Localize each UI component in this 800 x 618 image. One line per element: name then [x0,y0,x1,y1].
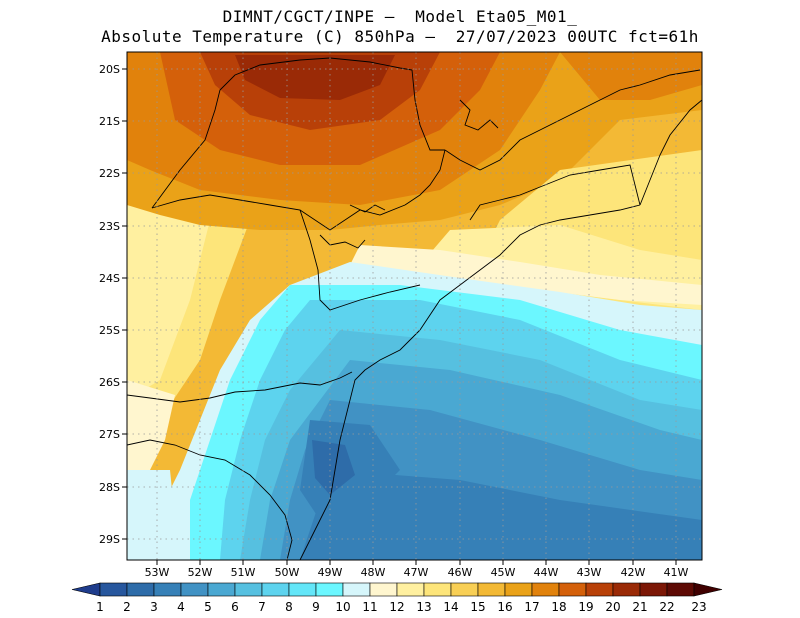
colorbar-label: 14 [443,600,458,614]
colorbar-label: 10 [335,600,350,614]
colorbar-label: 7 [258,600,266,614]
borders-and-coastline [127,57,702,560]
colorbar-right-arrow [693,582,723,597]
map-gridlines [127,52,702,560]
lon-label-50w: 50W [275,566,300,579]
colorbar-segment [261,582,290,597]
colorbar-segment [369,582,398,597]
lat-label-22s: 22S [99,167,120,180]
lon-label-47w: 47W [404,566,429,579]
colorbar-label: 22 [659,600,674,614]
colorbar-label: 5 [204,600,212,614]
temperature-colorbar [71,582,723,597]
colorbar-segment [504,582,533,597]
colorbar-segment [450,582,479,597]
lon-label-52w: 52W [188,566,213,579]
colorbar-segment [612,582,641,597]
map-title-line-2: Absolute Temperature (C) 850hPa – 27/07/… [101,27,699,46]
colorbar-label: 11 [362,600,377,614]
colorbar-segment [315,582,344,597]
longitude-axis: 53W 52W 51W 50W 49W 48W 47W 46W 45W 44W … [145,560,689,579]
colorbar-label: 15 [470,600,485,614]
map-frame [126,51,703,561]
colorbar-segment [585,582,614,597]
colorbar-label: 8 [285,600,293,614]
colorbar-segment [396,582,425,597]
colorbar-label: 9 [312,600,320,614]
lon-label-51w: 51W [231,566,256,579]
colorbar-segment [126,582,155,597]
colorbar-label: 4 [177,600,185,614]
lat-label-26s: 26S [99,376,120,389]
colorbar-label: 12 [389,600,404,614]
colorbar-label: 19 [578,600,593,614]
colorbar-label: 6 [231,600,239,614]
colorbar-segment [666,582,695,597]
colorbar-label: 1 [96,600,104,614]
lon-label-49w: 49W [318,566,343,579]
colorbar-segment [180,582,209,597]
lon-label-53w: 53W [145,566,170,579]
colorbar-segment [477,582,506,597]
lon-label-44w: 44W [534,566,559,579]
colorbar-segment [639,582,668,597]
lat-label-21s: 21S [99,115,120,128]
lon-label-45w: 45W [491,566,516,579]
map-title-line-1: DIMNT/CGCT/INPE – Model Eta05_M01_ [222,7,578,26]
temperature-field [127,52,702,560]
lon-label-48w: 48W [361,566,386,579]
lat-label-23s: 23S [99,220,120,233]
lat-label-27s: 27S [99,428,120,441]
colorbar-segment [558,582,587,597]
colorbar-segment [288,582,317,597]
colorbar-segment [342,582,371,597]
latitude-axis: 20S 21S 22S 23S 24S 25S 26S 27S 28S 29S [99,63,127,546]
lat-label-29s: 29S [99,533,120,546]
colorbar-segment [99,582,128,597]
colorbar-label: 21 [632,600,647,614]
colorbar-segment [234,582,263,597]
colorbar-label: 13 [416,600,431,614]
colorbar-label: 16 [497,600,512,614]
lat-label-28s: 28S [99,481,120,494]
lon-label-46w: 46W [448,566,473,579]
colorbar-left-arrow [71,582,101,597]
lon-label-42w: 42W [621,566,646,579]
colorbar-segment [153,582,182,597]
colorbar-label: 2 [123,600,131,614]
lat-label-20s: 20S [99,63,120,76]
colorbar-segment [207,582,236,597]
colorbar-segment [531,582,560,597]
lat-label-25s: 25S [99,324,120,337]
lon-label-43w: 43W [577,566,602,579]
colorbar-label: 20 [605,600,620,614]
colorbar-label: 23 [691,600,706,614]
colorbar-segment [423,582,452,597]
lat-label-24s: 24S [99,272,120,285]
colorbar-label: 3 [150,600,158,614]
colorbar-label: 18 [551,600,566,614]
colorbar-labels: 1 2 3 4 5 6 7 8 9 10 11 12 13 14 15 16 1… [96,600,706,614]
lon-label-41w: 41W [664,566,689,579]
colorbar-label: 17 [524,600,539,614]
